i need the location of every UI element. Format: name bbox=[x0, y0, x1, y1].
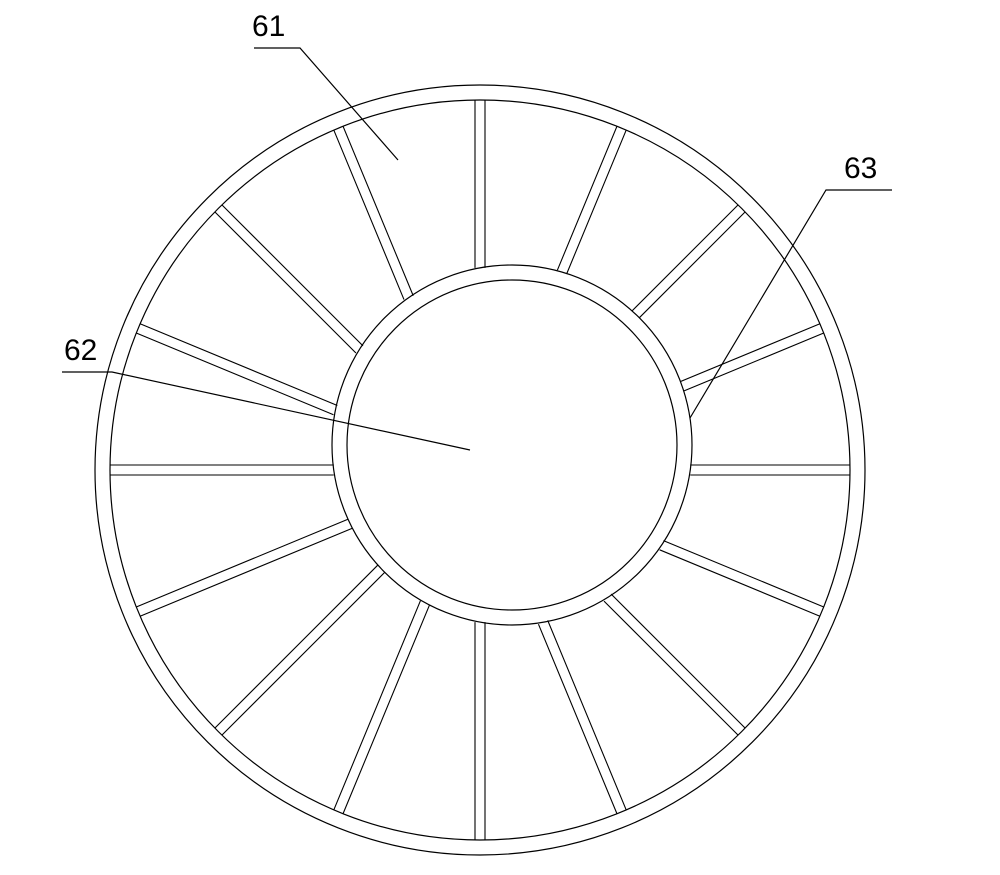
leader-62 bbox=[62, 372, 470, 450]
spoke bbox=[334, 126, 413, 299]
spokes bbox=[110, 100, 850, 840]
inner-ring bbox=[332, 265, 692, 625]
spoke bbox=[538, 620, 626, 813]
spoke bbox=[110, 465, 334, 475]
label-62: 62 bbox=[64, 334, 97, 367]
spoke bbox=[680, 324, 824, 391]
spoke bbox=[660, 541, 824, 617]
label-63: 63 bbox=[844, 152, 877, 185]
callouts: 61 63 62 bbox=[62, 10, 892, 450]
spoke bbox=[215, 565, 385, 735]
spoke bbox=[632, 205, 745, 318]
spoke bbox=[475, 622, 485, 840]
spoke bbox=[215, 205, 363, 353]
spoke bbox=[136, 324, 337, 415]
label-61: 61 bbox=[252, 10, 285, 43]
spoke bbox=[557, 126, 626, 274]
diagram-canvas: 61 63 62 bbox=[0, 0, 1000, 875]
spoke bbox=[690, 465, 850, 475]
spoke bbox=[334, 601, 430, 814]
outer-ring bbox=[95, 85, 865, 855]
spoke bbox=[475, 100, 485, 268]
spoke bbox=[604, 594, 745, 735]
spoke bbox=[136, 519, 352, 616]
leader-63 bbox=[690, 190, 892, 418]
